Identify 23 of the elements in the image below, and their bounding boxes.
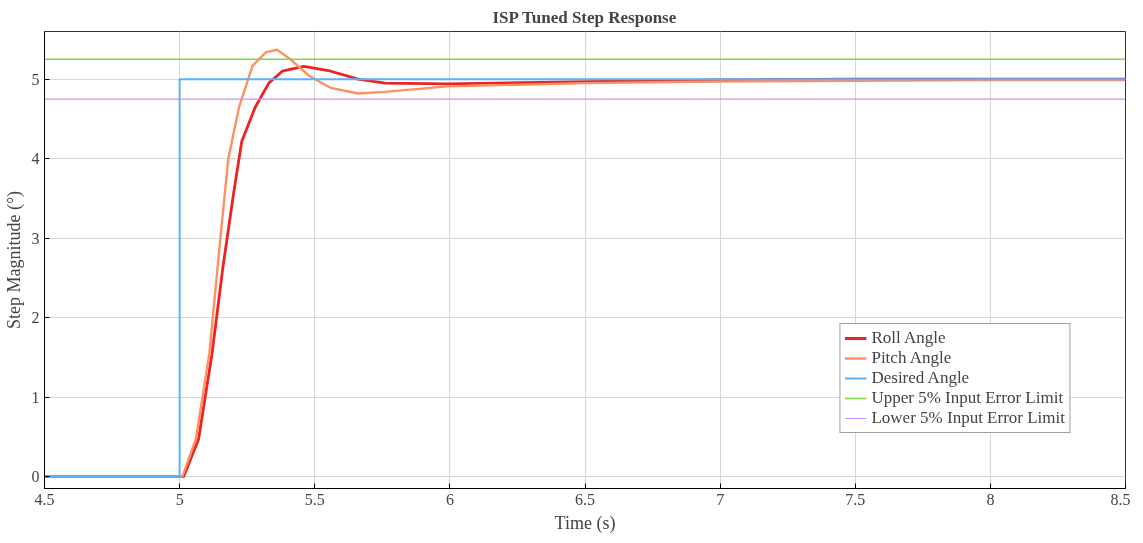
x-tick-label: 5 xyxy=(175,490,184,508)
x-axis-title: Time (s) xyxy=(554,512,616,534)
x-tick-label: 5.5 xyxy=(304,490,325,508)
x-tick-label: 7.5 xyxy=(845,490,866,508)
x-tick-label: 6.5 xyxy=(575,490,595,508)
legend-label: Lower 5% Input Error Limit xyxy=(871,408,1065,428)
x-tick-label: 8.5 xyxy=(1110,490,1131,508)
y-tick-label: 0 xyxy=(31,468,40,486)
chart-title: ISP Tuned Step Response xyxy=(492,7,677,27)
y-tick-label: 4 xyxy=(31,150,40,168)
x-tick-label: 7 xyxy=(716,490,725,508)
x-tick-label: 4.5 xyxy=(34,490,55,508)
x-tick-label: 8 xyxy=(986,490,995,508)
x-tick-label: 6 xyxy=(445,490,454,508)
y-tick-label: 2 xyxy=(31,309,40,327)
y-tick-label: 3 xyxy=(31,229,40,247)
legend-label: Desired Angle xyxy=(871,368,970,388)
y-tick-label: 1 xyxy=(31,388,40,406)
legend-label: Pitch Angle xyxy=(871,348,952,368)
legend-label: Upper 5% Input Error Limit xyxy=(871,388,1064,408)
legend-label: Roll Angle xyxy=(871,328,946,348)
y-tick-label: 5 xyxy=(31,70,40,88)
y-axis-title: Step Magnitude (°) xyxy=(3,190,25,330)
